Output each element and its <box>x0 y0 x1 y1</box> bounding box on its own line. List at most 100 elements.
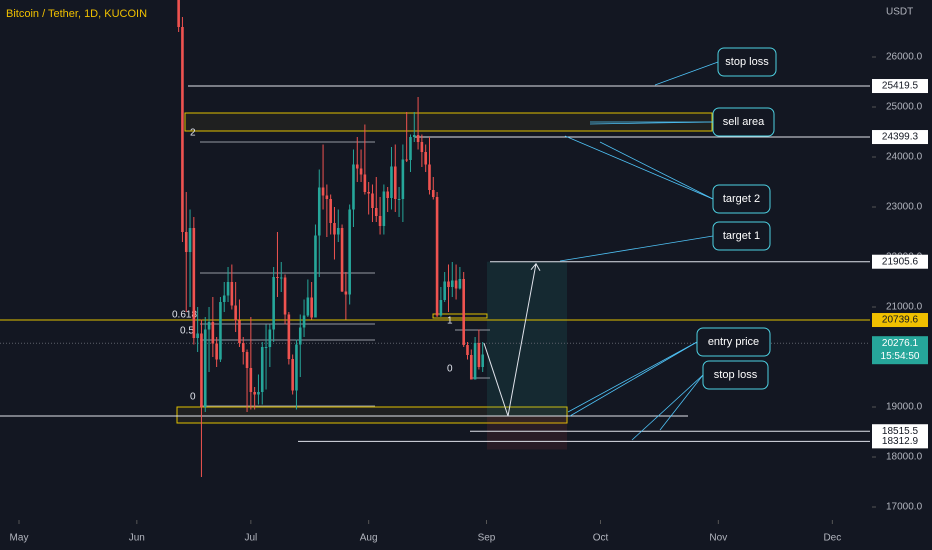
support-zone <box>176 406 568 424</box>
chart-title: Bitcoin / Tether, 1D, KUCOIN <box>6 8 147 20</box>
candle-body <box>192 228 196 338</box>
fib-label: 0.5 <box>180 326 194 337</box>
candle-body <box>257 392 260 395</box>
candle-body <box>462 279 465 345</box>
candle-body <box>219 302 222 360</box>
price-tag-label: 24399.3 <box>882 132 919 143</box>
fib-label: 0 <box>190 392 196 403</box>
fib-label: 1 <box>447 316 453 327</box>
candle-body <box>314 235 317 318</box>
loss-zone <box>487 416 567 450</box>
candle-body <box>435 197 439 316</box>
candle-body <box>431 190 435 197</box>
candle-body <box>401 159 405 199</box>
callout-pointer <box>599 141 714 200</box>
y-tick-label: 21000.0 <box>886 302 923 313</box>
candle-body <box>184 232 188 252</box>
candle-body <box>352 164 355 210</box>
candle-body <box>298 327 302 345</box>
candle-body <box>428 164 431 190</box>
callout-box <box>696 327 771 357</box>
callout-box <box>702 360 769 390</box>
candle-body <box>386 191 389 198</box>
candle-body <box>306 297 310 316</box>
candle-body <box>420 142 424 152</box>
candle-body <box>317 187 321 236</box>
candle-body <box>272 277 275 330</box>
y-axis-label: USDT <box>886 7 913 18</box>
candle-body <box>241 343 245 352</box>
y-tick-label: 24000.0 <box>886 152 923 163</box>
candle-body <box>226 282 230 296</box>
candle-body <box>268 329 272 347</box>
candle-body <box>382 191 386 226</box>
price-tag <box>872 254 928 269</box>
fib-label: 2 <box>190 128 196 139</box>
candle-body <box>283 277 287 315</box>
candle-body <box>177 0 180 27</box>
callout-box <box>717 47 777 77</box>
candle-body <box>458 279 462 289</box>
x-tick-label: Sep <box>478 533 496 544</box>
last-price-label: 20276.1 <box>882 338 919 349</box>
callout-text: target 1 <box>723 230 760 242</box>
candle-body <box>291 359 294 391</box>
profit-zone <box>487 261 567 416</box>
candle-body <box>196 333 199 338</box>
callout-pointer <box>564 135 714 200</box>
countdown: 15:54:50 <box>881 351 920 362</box>
candle-body <box>222 295 226 302</box>
price-tag <box>872 434 928 449</box>
small-zone <box>432 313 488 319</box>
candle-body <box>253 392 256 395</box>
candle-body <box>348 209 351 295</box>
candle-body <box>260 347 264 392</box>
candle-body <box>443 281 446 300</box>
candle-body <box>355 164 359 169</box>
candle-body <box>390 166 393 198</box>
trade-arrow <box>483 262 541 417</box>
candle-body <box>234 305 237 321</box>
candle-body <box>439 300 443 316</box>
price-tag <box>872 79 928 94</box>
y-tick-label: 18000.0 <box>886 452 923 463</box>
candle-body <box>447 281 450 287</box>
x-tick-label: Jul <box>244 533 257 544</box>
x-tick-label: May <box>10 533 29 544</box>
candle-body <box>264 347 268 348</box>
y-tick-label: 25000.0 <box>886 102 923 113</box>
candle-body <box>310 297 313 318</box>
callout-text: stop loss <box>725 56 769 68</box>
x-tick-label: Nov <box>709 533 727 544</box>
callout-pointer <box>631 374 704 441</box>
callout-pointer <box>567 341 698 413</box>
candle-body <box>295 344 298 391</box>
candle-body <box>412 135 416 137</box>
candle-body <box>473 343 477 380</box>
last-price-tag <box>872 336 928 365</box>
y-tick-label: 23000.0 <box>886 202 923 213</box>
candle-body <box>249 368 253 392</box>
fib-label: 0.618 <box>172 310 197 321</box>
candle-body <box>393 166 397 199</box>
callout-box <box>712 107 775 137</box>
candle-body <box>276 277 279 278</box>
y-tick-label: 17000.0 <box>886 502 923 513</box>
candle-body <box>344 291 348 295</box>
candle-body <box>363 174 367 192</box>
candle-body <box>454 280 458 289</box>
callout-pointer <box>659 374 704 431</box>
candle-body <box>450 280 454 287</box>
price-tag-label: 25419.5 <box>882 81 919 92</box>
candle-body <box>409 137 412 160</box>
price-tag-label: 21905.6 <box>882 256 919 267</box>
y-tick-label: 19000.0 <box>886 402 923 413</box>
candle-body <box>287 314 291 359</box>
x-tick-label: Jun <box>129 533 145 544</box>
y-tick-label: 26000.0 <box>886 52 923 63</box>
candle-body <box>302 315 306 328</box>
candle-body <box>405 159 408 161</box>
candle-body <box>279 277 283 279</box>
